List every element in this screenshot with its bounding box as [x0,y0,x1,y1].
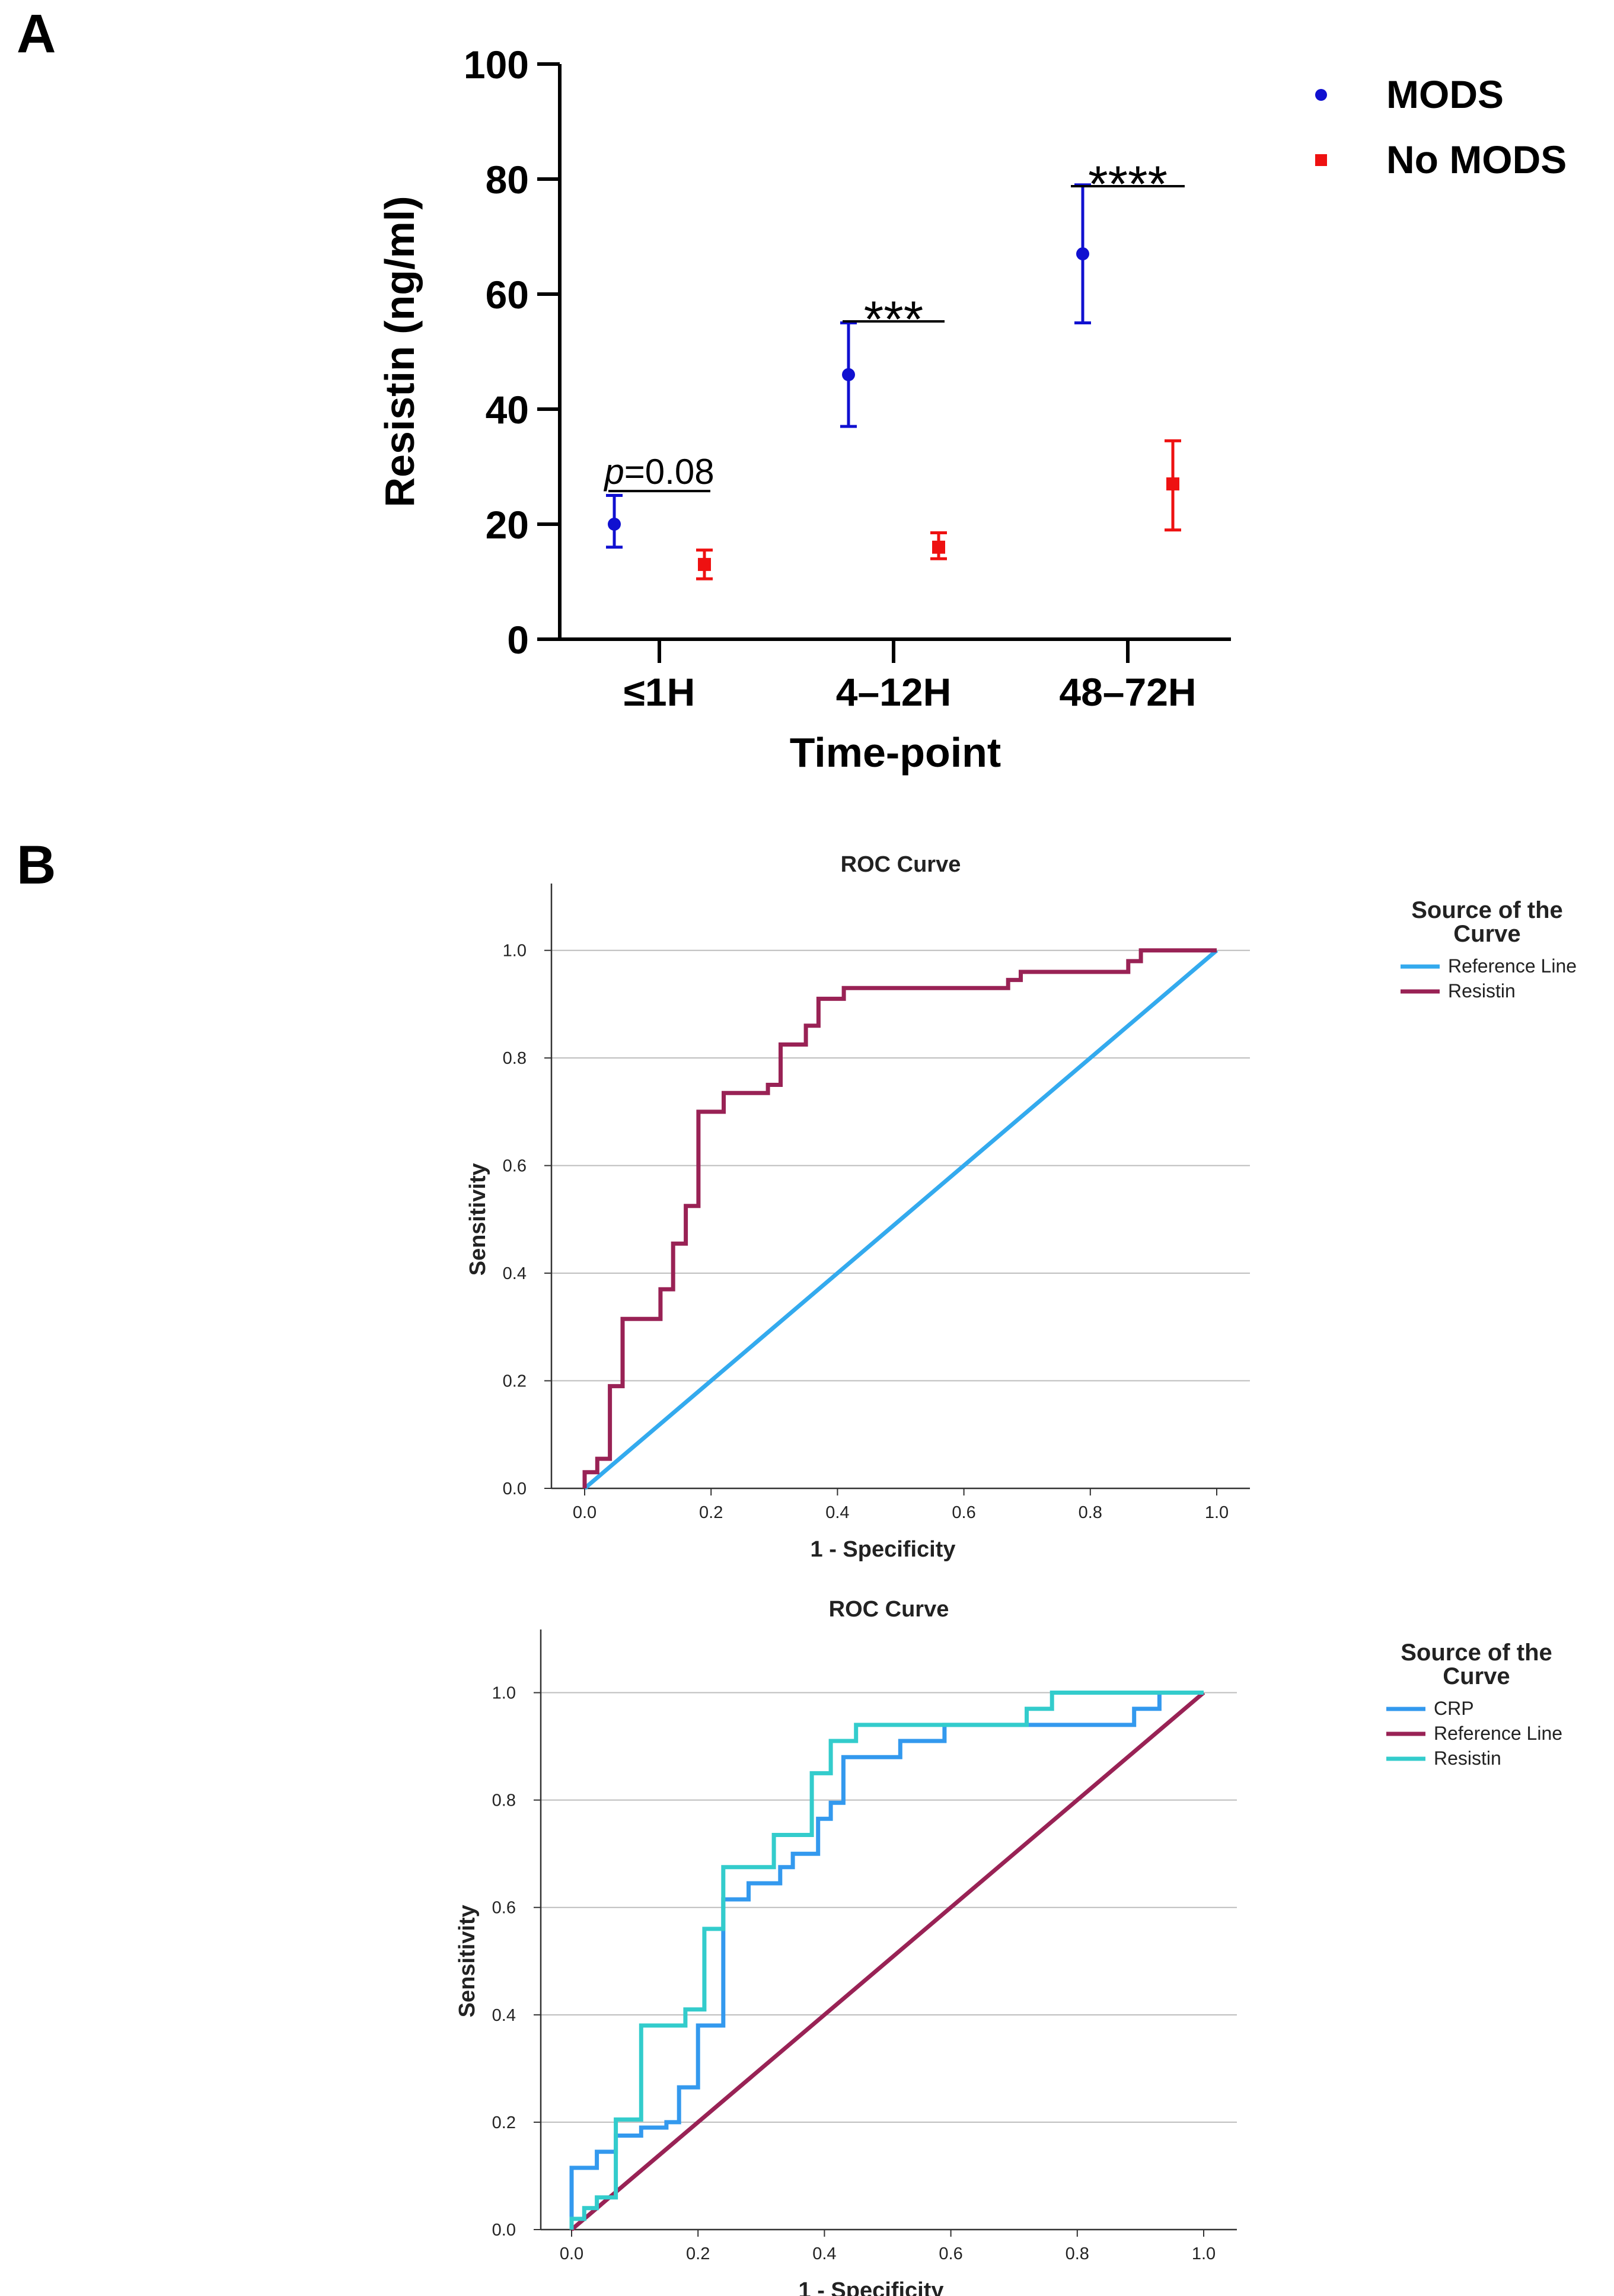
legend-title-line-1: Source of the [1401,1640,1552,1666]
y-tick-label: 0.4 [503,1264,527,1283]
x-tick-label: 1.0 [1205,1503,1229,1522]
x-tick-label: 0.8 [1066,2244,1089,2263]
y-tick-label: 0.6 [503,1157,527,1176]
data-point [1076,247,1089,261]
legend-title-line-2: Curve [1443,1663,1510,1689]
x-tick-label: 0.4 [825,1503,849,1522]
y-tick-label: 1.0 [503,942,527,961]
x-axis-title: 1 - Specificity [811,1537,956,1562]
significance-annotation: *** [864,291,923,348]
data-point [698,557,711,571]
x-tick-label: 0.6 [939,2244,962,2263]
roc-line-resistin [569,1691,1204,2230]
x-tick-label: 4–12H [836,670,952,714]
y-tick-label: 0.2 [503,1372,527,1391]
chart-roc-crp-resistin: ROC Curve 0.0 0.0 0.2 0.2 0.4 0.4 0.6 0.6 0.8 0.8 1… [455,1597,1562,2296]
chart-resistin-timepoint: 0 20 40 60 80 100 ≤1H 4–12H 48–72H Time-point Resi… [377,43,1567,776]
data-point [1166,477,1179,491]
x-tick-label: ≤1H [624,670,696,714]
legend-title-line-1: Source of the [1411,897,1563,923]
y-tick-label: 20 [486,503,529,547]
chart-roc-resistin: ROC Curve 0.0 0.0 0.2 0.2 0.4 0.4 0.6 0.6 0.8 0.8 1… [465,852,1577,1562]
x-axis-title: 1 - Specificity [799,2278,944,2296]
data-point [608,518,621,531]
roc-line-reference-line [570,1691,1205,2231]
y-tick-label: 0.8 [503,1049,527,1068]
roc-title: ROC Curve [829,1597,949,1622]
y-tick-label: 60 [486,273,529,317]
p-value: =0.08 [624,452,715,492]
x-tick-label: 0.4 [812,2244,836,2263]
y-axis-title: Sensitivity [455,1905,480,2017]
y-tick-label: 1.0 [492,1684,516,1703]
panel-b-label: B [17,835,56,895]
legend-marker-no-mods [1315,154,1327,166]
series-mods [606,183,1091,549]
legend-label: Reference Line [1448,955,1577,977]
x-tick-label: 0.2 [699,1503,723,1522]
y-tick-label: 0 [507,618,529,662]
data-point [842,368,855,381]
legend-label: MODS [1386,72,1504,116]
legend-title-line-2: Curve [1453,921,1520,947]
legend-label: Resistin [1434,1747,1501,1769]
x-tick-label: 0.8 [1079,1503,1102,1522]
x-tick-label: 0.2 [686,2244,710,2263]
y-tick-label: 0.0 [492,2221,516,2240]
data-point [932,540,945,554]
y-tick-label: 0.4 [492,2006,516,2025]
significance-annotation: **** [1088,156,1168,213]
p-letter: p [603,452,624,492]
y-tick-label: 0.0 [503,1479,527,1498]
y-tick-label: 0.2 [492,2113,516,2132]
x-tick-label: 0.0 [560,2244,583,2263]
legend: MODS No MODS [1315,72,1567,181]
legend-label: CRP [1434,1698,1474,1719]
x-tick-label: 48–72H [1059,670,1196,714]
y-axis-title: Sensitivity [465,1163,490,1275]
x-tick-label: 0.6 [952,1503,975,1522]
y-tick-label: 100 [464,43,529,87]
roc-line-reference-line [583,949,1219,1490]
x-tick-label: 0.0 [573,1503,597,1522]
panel-a-label: A [17,4,56,64]
roc-title: ROC Curve [841,852,961,877]
y-axis-title: Resistin (ng/ml) [377,196,423,507]
y-tick-label: 80 [486,158,529,202]
x-axis-title: Time-point [790,729,1001,776]
significance-annotation: p=0.08 [603,452,714,492]
y-tick-label: 0.8 [492,1791,516,1810]
legend-label: No MODS [1386,138,1567,181]
roc-line-resistin [582,948,1217,1488]
y-tick-label: 0.6 [492,1899,516,1918]
roc-line-crp [569,1691,1204,2230]
x-tick-label: 1.0 [1192,2244,1216,2263]
legend-label: Resistin [1448,980,1516,1002]
series-no-mods [696,439,1181,581]
y-tick-label: 40 [486,388,529,432]
legend-marker-mods [1315,89,1327,101]
legend-label: Reference Line [1434,1723,1562,1744]
